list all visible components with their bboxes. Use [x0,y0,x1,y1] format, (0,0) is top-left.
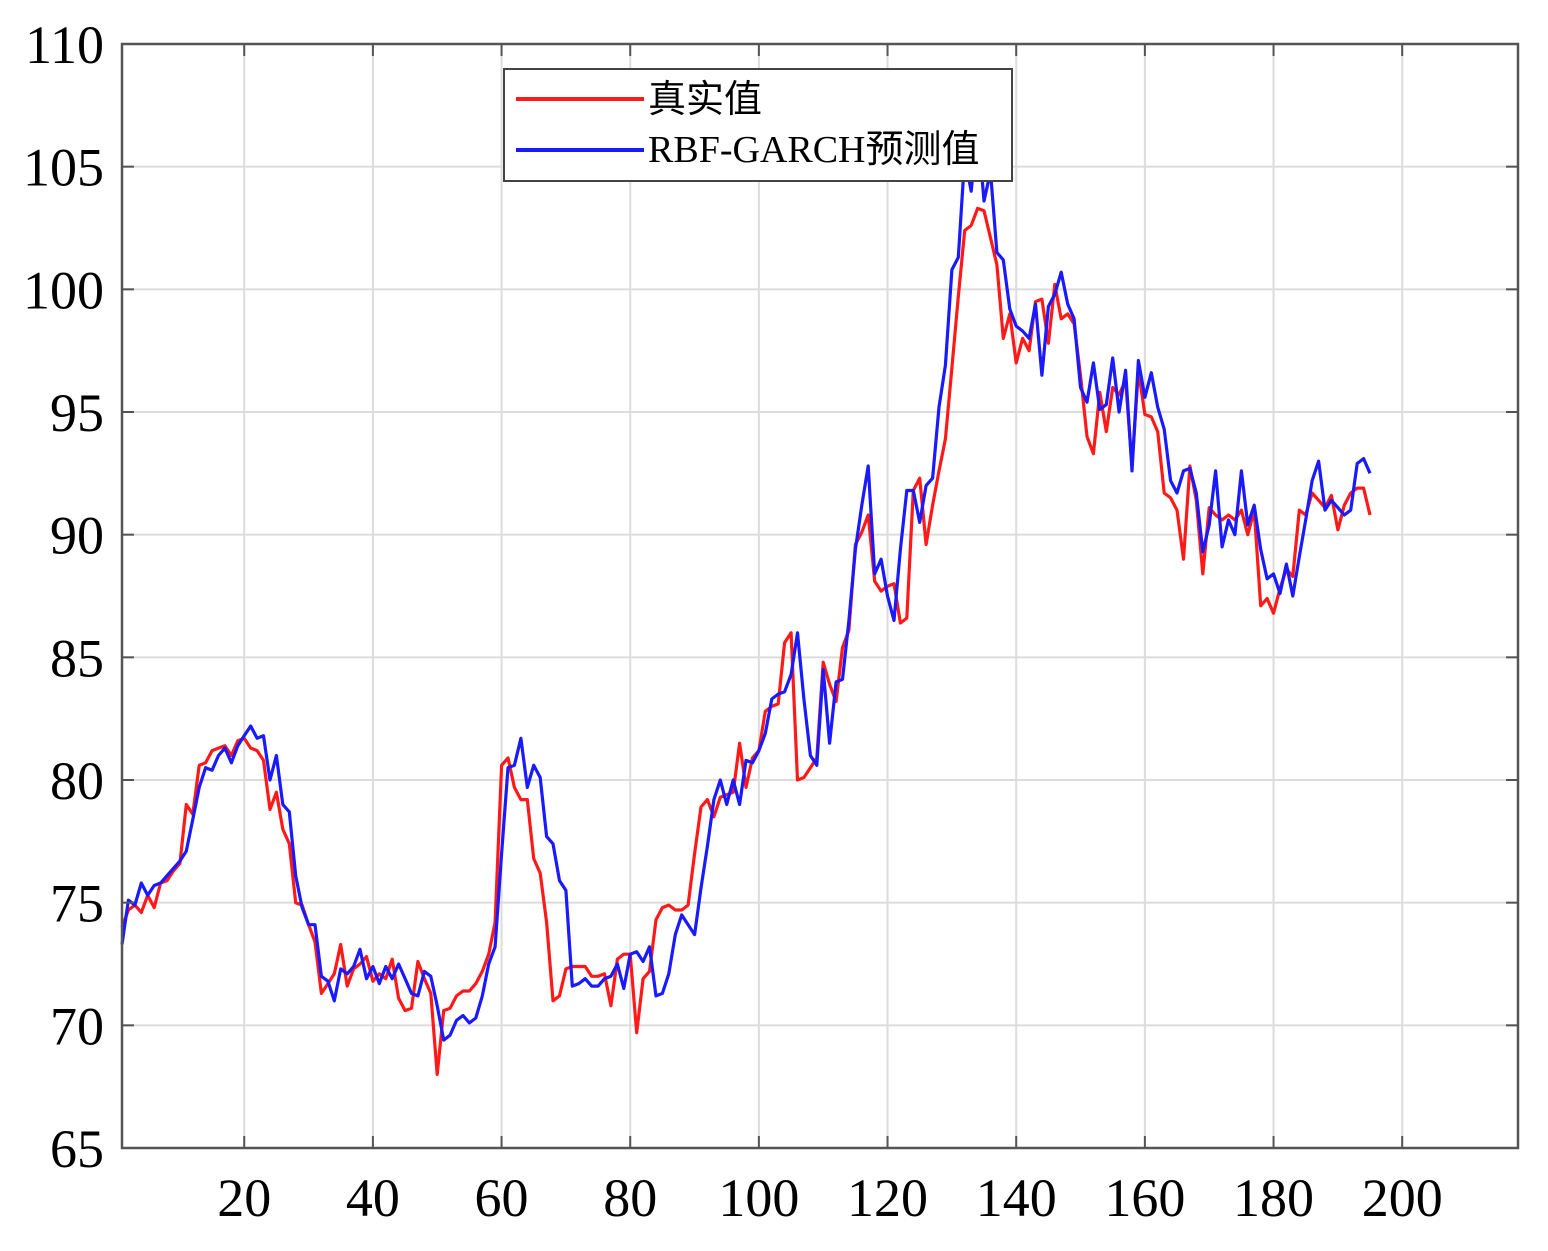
y-tick-label: 80 [50,751,104,811]
x-tick-label: 180 [1233,1168,1314,1228]
y-tick-label: 65 [50,1119,104,1179]
y-tick-labels: 65 70 75 80 85 90 95 100 105 110 [23,15,104,1179]
x-tick-label: 200 [1362,1168,1443,1228]
series-line-rbf-garch [120,123,1372,1042]
plot-background [122,44,1518,1148]
legend-label-rbf-garch: RBF-GARCH预测值 [648,129,980,171]
y-tick-label: 110 [25,15,104,75]
x-tick-label: 160 [1104,1168,1185,1228]
y-tick-label: 90 [50,506,104,566]
series-layer [120,123,1372,1077]
tick-marks [122,43,1518,1149]
legend-box [503,68,1013,182]
legend: 真实值 RBF-GARCH预测值 [503,68,1013,182]
y-tick-label: 75 [50,874,104,934]
x-tick-label: 120 [847,1168,928,1228]
x-tick-label: 40 [346,1168,400,1228]
y-tick-label: 70 [50,996,104,1056]
y-tick-label: 95 [50,383,104,443]
x-tick-label: 100 [718,1168,799,1228]
x-tick-label: 140 [976,1168,1057,1228]
legend-label-true-value: 真实值 [648,79,762,121]
x-tick-label: 20 [217,1168,271,1228]
y-tick-label: 105 [23,138,104,198]
axes-frame [120,42,1520,1150]
series-line-true-value [120,206,1372,1077]
y-tick-label: 85 [50,628,104,688]
x-tick-label: 80 [603,1168,657,1228]
x-tick-label: 60 [475,1168,529,1228]
x-tick-labels: 20 40 60 80 100 120 140 160 180 200 [217,1168,1442,1228]
y-tick-label: 100 [23,260,104,320]
